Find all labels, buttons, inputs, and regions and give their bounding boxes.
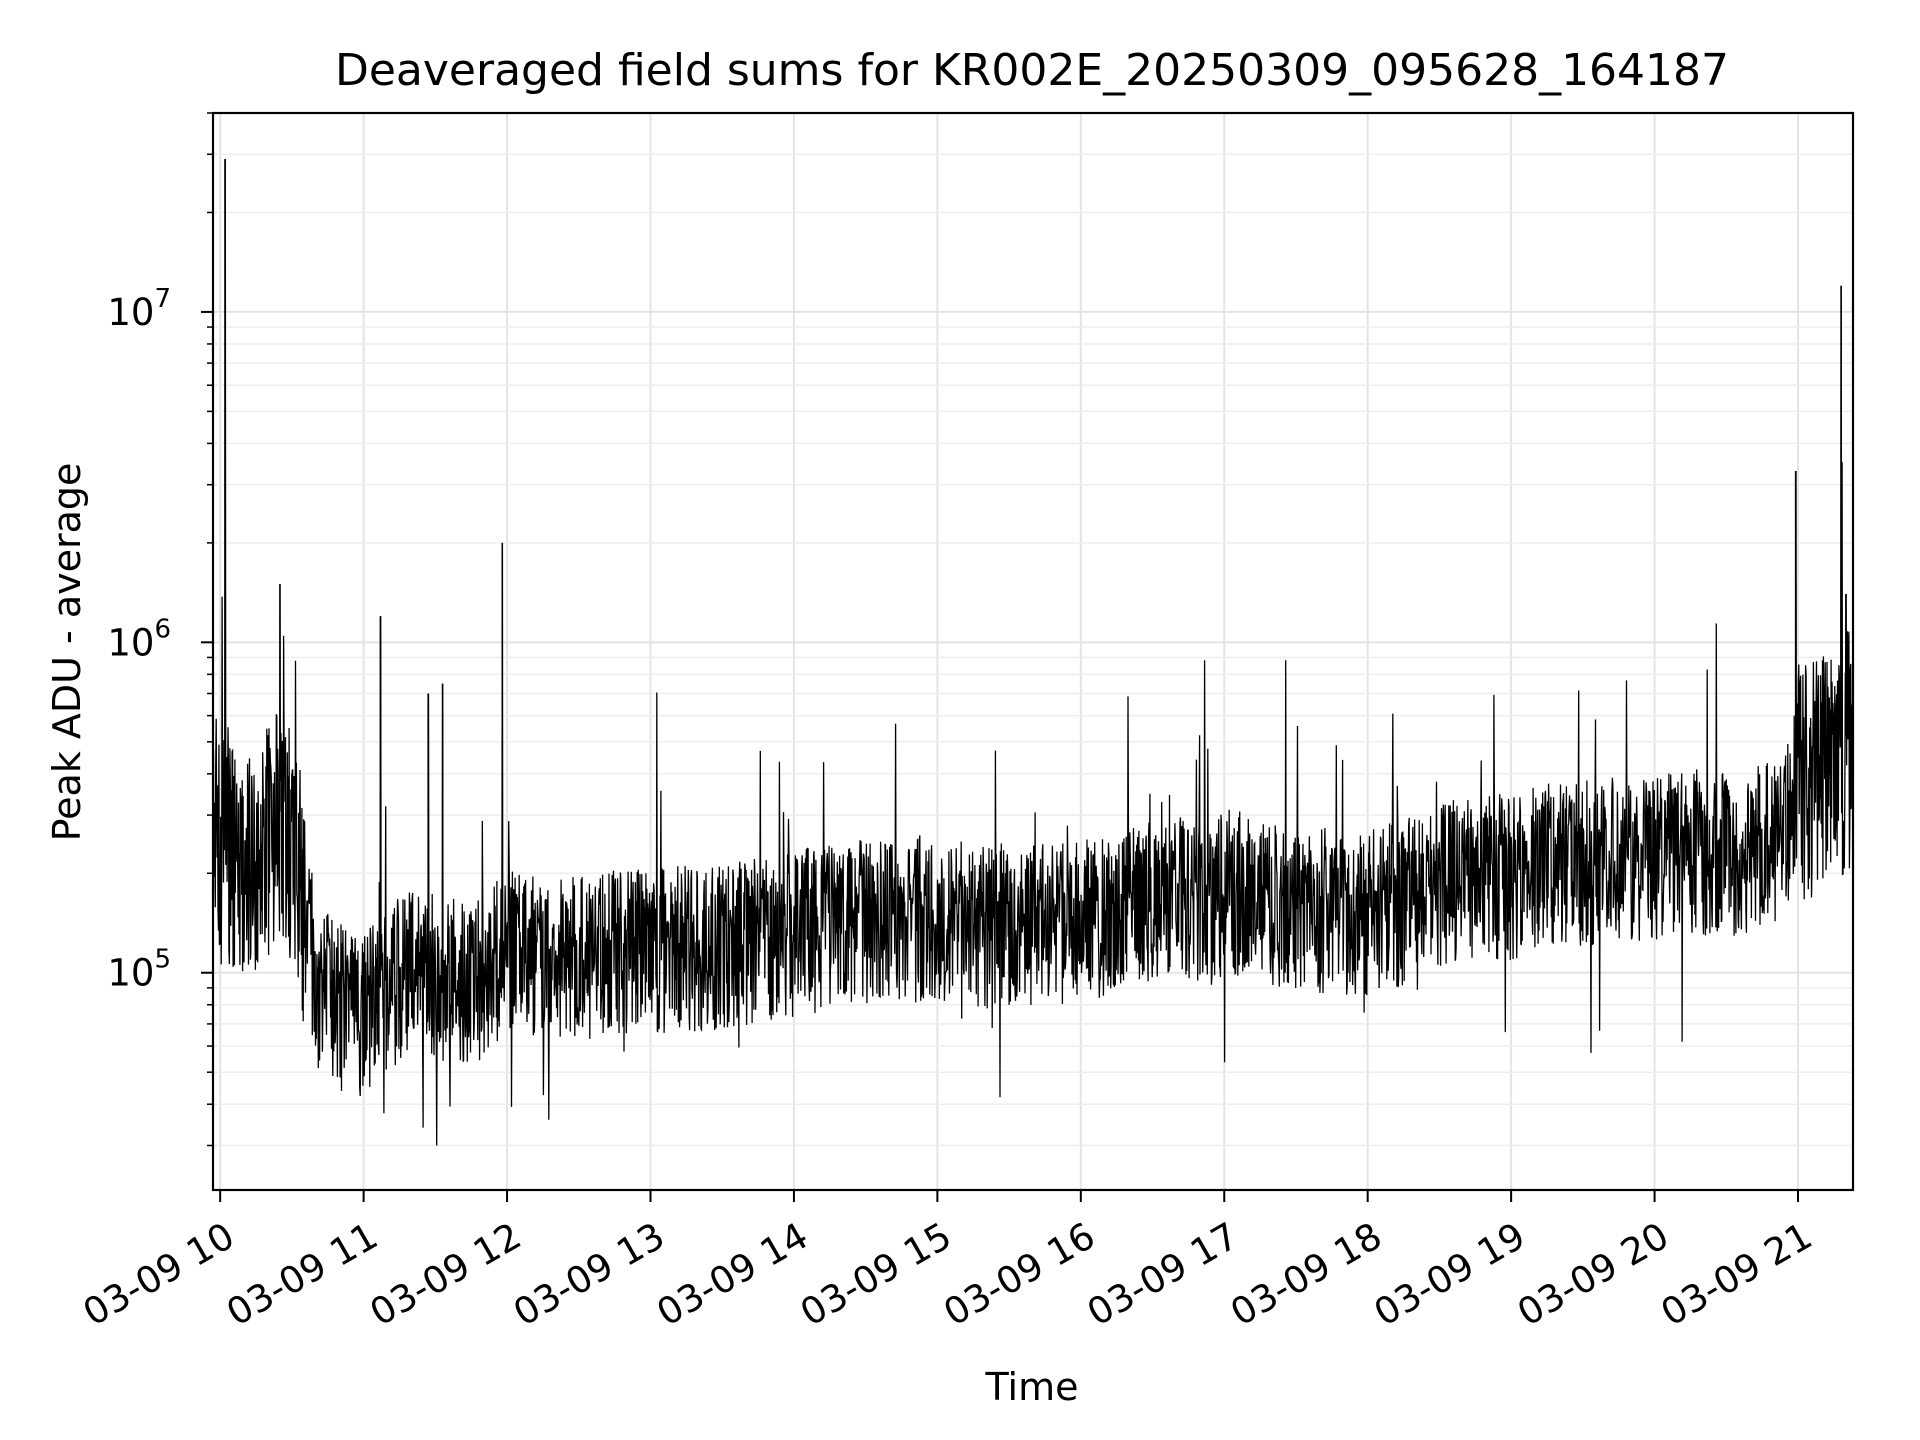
y-tick-label: 106 [107,614,171,664]
y-tick-label: 105 [107,945,171,995]
y-tick-label: 107 [107,284,171,334]
data-line [212,159,1854,1146]
x-axis-label: Time [985,1365,1079,1409]
chart-title: Deaveraged field sums for KR002E_2025030… [335,45,1729,96]
plot-frame [211,111,1855,1192]
spike-marks [224,159,1847,988]
y-axis: 105 106 107 [107,112,213,1147]
y-axis-label: Peak ADU - average [45,463,89,842]
